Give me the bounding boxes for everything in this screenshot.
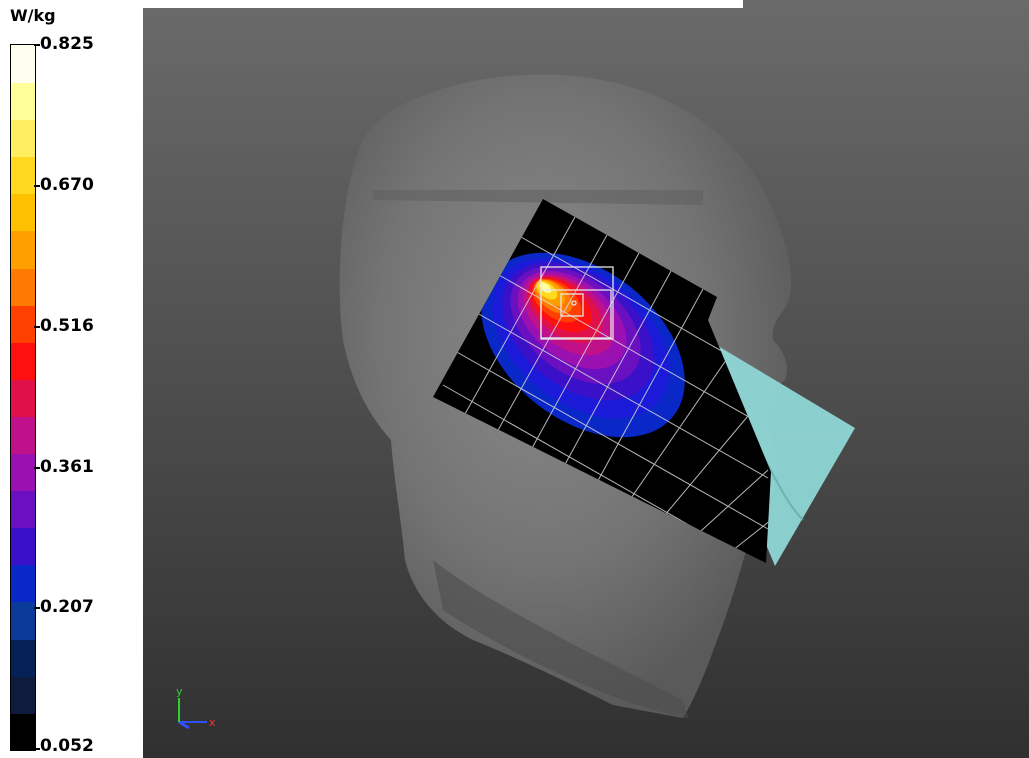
measurement-grid xyxy=(442,216,771,563)
grid-line xyxy=(498,274,764,426)
grid-line xyxy=(594,288,704,487)
grid-line xyxy=(562,270,672,469)
colorbar-band xyxy=(11,712,35,750)
legend-unit-label: W/kg xyxy=(10,6,56,25)
sar-scene: y x xyxy=(176,74,855,730)
legend-tick-mark xyxy=(34,44,40,46)
phone-panel xyxy=(708,340,855,566)
colorbar-band xyxy=(11,304,35,343)
cropped-title-strip xyxy=(143,0,743,8)
grid-line xyxy=(690,469,769,541)
zoom-scan-middle xyxy=(540,289,612,339)
colorbar-band xyxy=(11,416,35,455)
zoom-scan-boxes xyxy=(540,266,614,340)
grid-line xyxy=(658,409,754,523)
grid-line xyxy=(520,236,749,367)
grid-line xyxy=(530,252,640,451)
colorbar-band xyxy=(11,490,35,529)
colorbar xyxy=(10,44,36,751)
legend-tick-mark xyxy=(34,467,40,469)
grid-line xyxy=(496,234,608,433)
colorbar-band xyxy=(11,119,35,158)
colorbar-band xyxy=(11,675,35,714)
colorbar-band xyxy=(11,564,35,603)
colorbar-band xyxy=(11,453,35,492)
legend-tick-mark xyxy=(34,326,40,328)
legend-tick-label-min: 0.052 xyxy=(40,736,94,756)
head-shadow-band xyxy=(373,190,703,205)
zoom-scan-center xyxy=(571,300,577,306)
colorbar-band xyxy=(11,156,35,195)
legend-tick-label-max: 0.825 xyxy=(40,34,94,54)
colorbar-band xyxy=(11,45,35,83)
legend-tick-label: 0.670 xyxy=(40,175,94,195)
colorbar-band xyxy=(11,193,35,232)
colorbar-band xyxy=(11,638,35,677)
colorbar-band xyxy=(11,82,35,121)
x-axis-label: x xyxy=(209,716,216,729)
y-axis-label: y xyxy=(176,685,183,698)
colorbar-band xyxy=(11,527,35,566)
legend-panel: W/kg 0.825 0.670 0.516 0.361 0.207 0.052 xyxy=(0,0,143,758)
colorbar-band xyxy=(11,601,35,640)
neck-shadow xyxy=(433,560,688,718)
legend-tick-mark xyxy=(34,607,40,609)
3d-viewport[interactable]: y x xyxy=(143,0,1029,758)
colorbar-band xyxy=(11,230,35,269)
colorbar-band xyxy=(11,267,35,306)
legend-tick-label: 0.516 xyxy=(40,316,94,336)
zoom-scan-inner xyxy=(560,293,584,317)
legend-tick-label: 0.207 xyxy=(40,597,94,617)
axis-triad: y x xyxy=(176,685,216,730)
grid-line xyxy=(464,216,576,415)
colorbar-band xyxy=(11,341,35,380)
grid-line xyxy=(454,350,769,530)
legend-tick-mark xyxy=(34,748,40,750)
legend-tick-label: 0.361 xyxy=(40,457,94,477)
colorbar-band xyxy=(11,378,35,417)
grid-line xyxy=(626,349,734,505)
legend-tick-mark xyxy=(34,185,40,187)
